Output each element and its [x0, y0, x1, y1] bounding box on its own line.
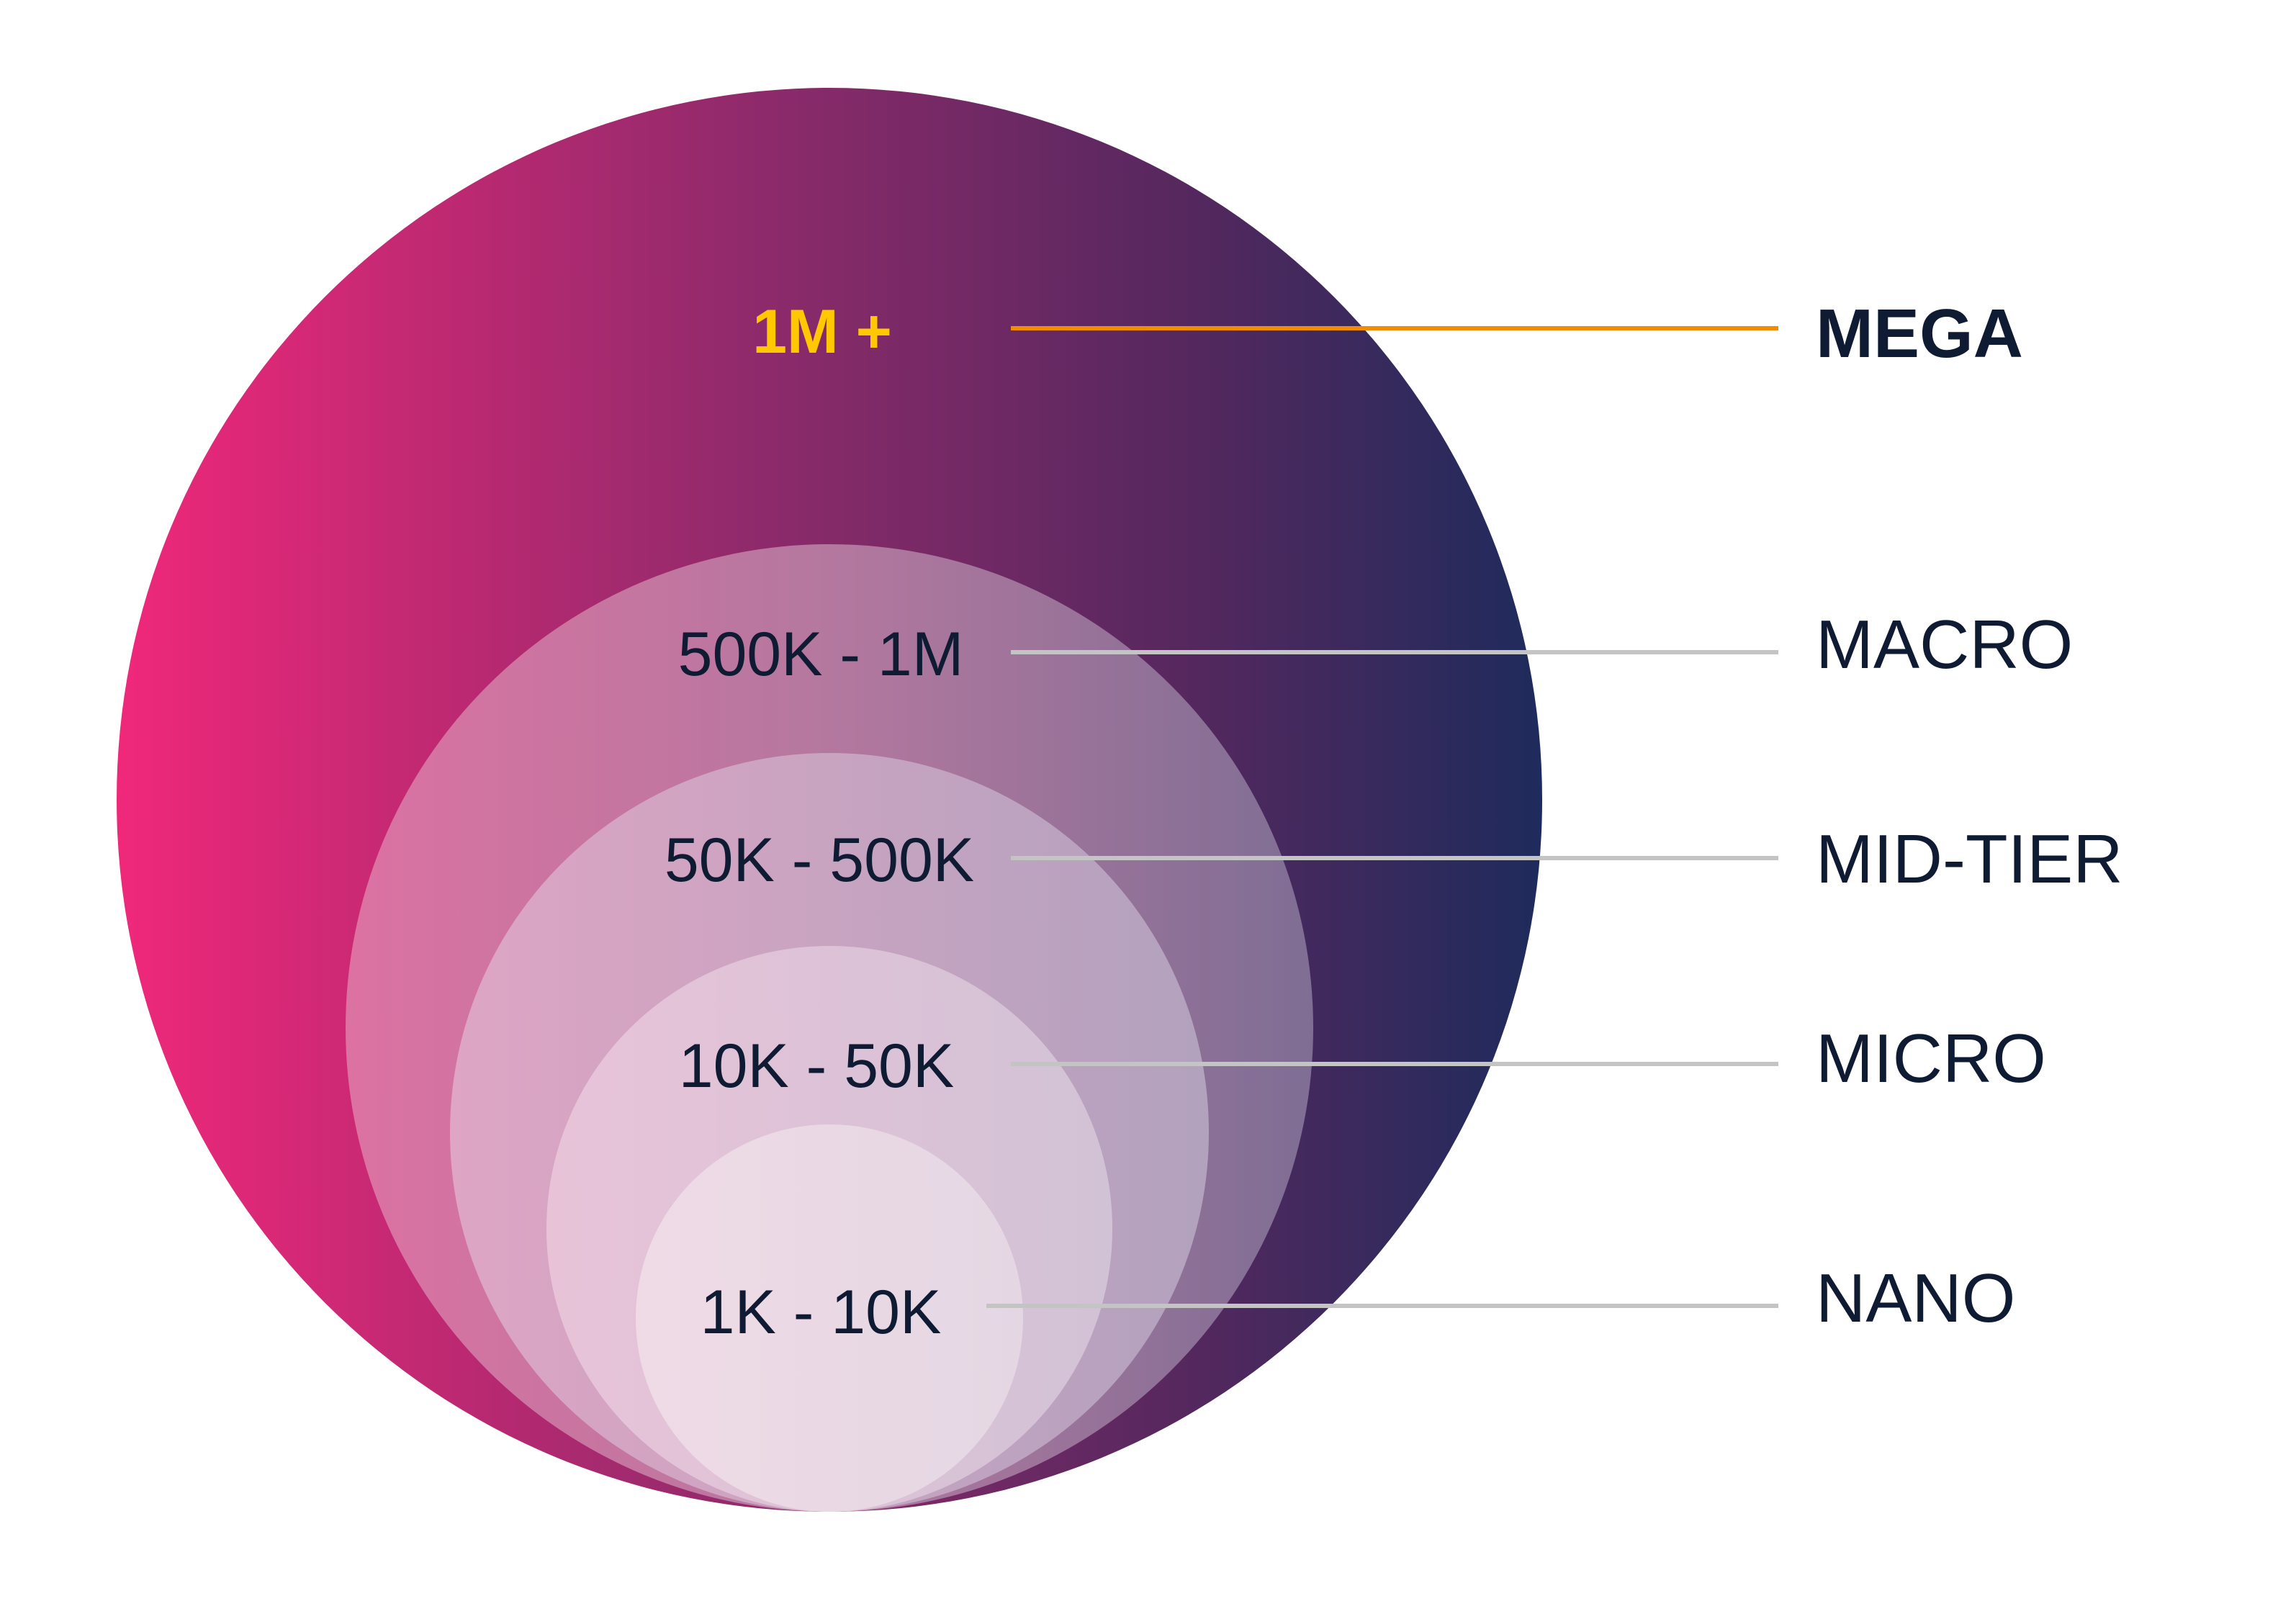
range-label-nano: 1K - 10K — [701, 1278, 942, 1347]
tier-label-micro: MICRO — [1816, 1020, 2046, 1097]
tier-label-nano: NANO — [1816, 1260, 2015, 1337]
tier-label-mega: MEGA — [1816, 295, 2023, 372]
range-label-mega: 1M + — [752, 297, 892, 366]
tier-label-macro: MACRO — [1816, 606, 2073, 683]
tier-label-mid-tier: MID-TIER — [1816, 821, 2123, 898]
range-label-mid-tier: 50K - 500K — [665, 826, 974, 895]
range-label-micro: 10K - 50K — [679, 1032, 954, 1101]
tier-circle-nano — [636, 1124, 1023, 1512]
range-label-macro: 500K - 1M — [678, 620, 964, 689]
